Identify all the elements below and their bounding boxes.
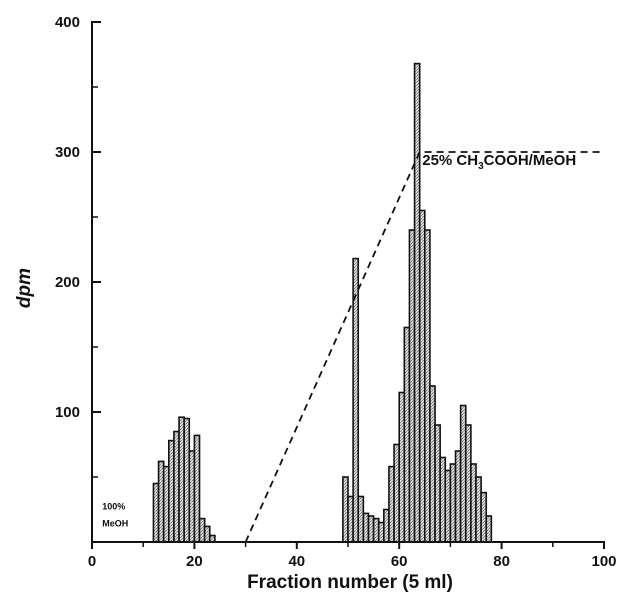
x-tick-label: 0	[88, 553, 96, 570]
annotations-layer: 25% CH3COOH/MeOH 100% MeOH	[102, 152, 576, 528]
solvent-annotation: 100%	[102, 502, 125, 512]
y-axis-title: dpm	[14, 268, 35, 308]
gradient-annotation: 25% CH3COOH/MeOH	[422, 152, 576, 172]
bars-layer	[152, 62, 493, 543]
x-tick-label: 100	[591, 553, 616, 570]
ticks-layer: 0 20 40 60 80 100 100 200 300 400	[55, 14, 617, 570]
x-axis-title: Fraction number (5 ml)	[247, 572, 453, 593]
histogram-bar	[485, 515, 493, 543]
x-tick-label: 80	[493, 553, 510, 570]
y-tick-label: 100	[55, 404, 80, 421]
y-tick-label: 400	[55, 14, 80, 31]
y-tick-label: 200	[55, 274, 80, 291]
x-tick-label: 60	[391, 553, 408, 570]
solvent-annotation: MeOH	[102, 518, 128, 528]
x-tick-label: 40	[288, 553, 305, 570]
x-tick-label: 20	[186, 553, 203, 570]
y-tick-label: 300	[55, 144, 80, 161]
